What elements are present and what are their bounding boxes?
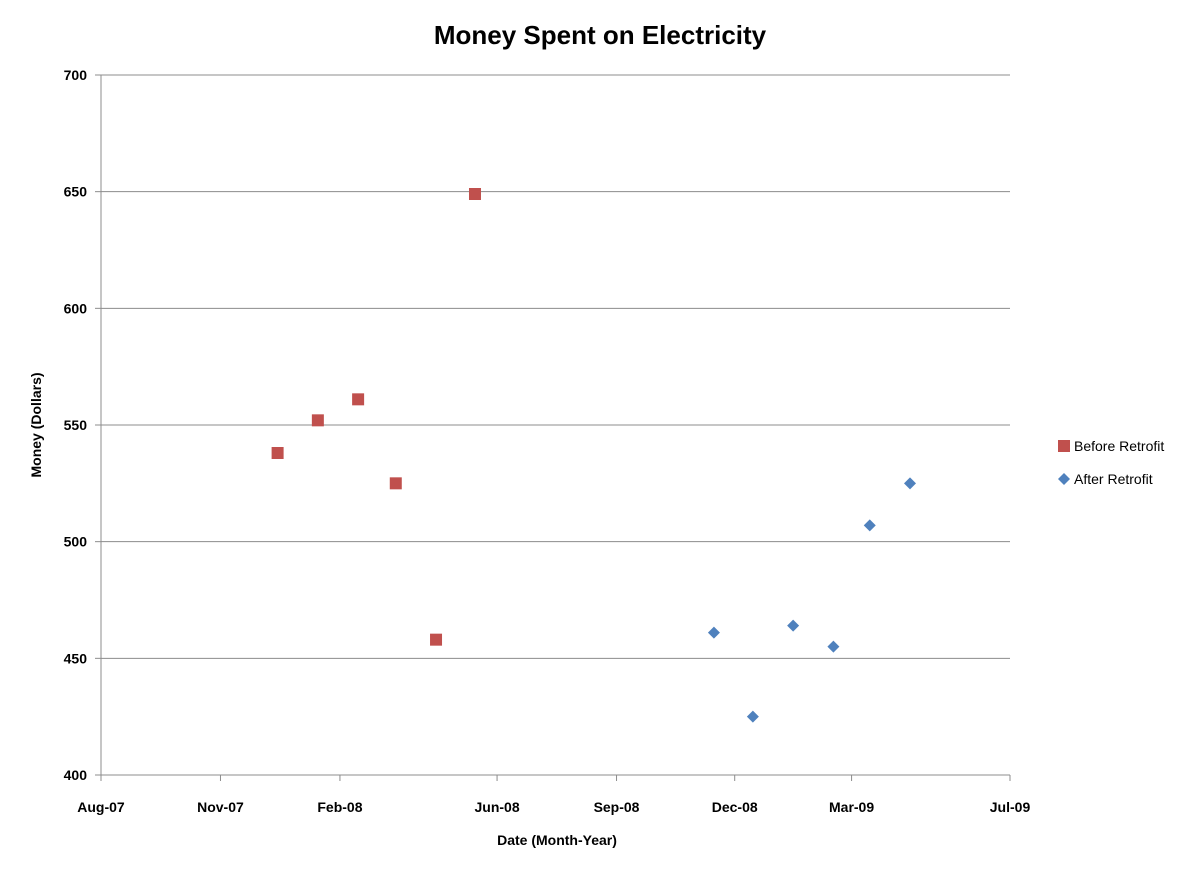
x-tick-label: Jun-08: [475, 799, 520, 815]
y-tick-label: 600: [64, 300, 88, 316]
axes: [95, 74, 1011, 781]
x-tick-label: Dec-08: [712, 799, 758, 815]
gridlines: [101, 74, 1010, 659]
after-retrofit-point: [827, 640, 840, 653]
legend-label: Before Retrofit: [1074, 438, 1164, 454]
y-tick-label: 700: [64, 67, 88, 83]
y-tick-label: 400: [64, 767, 88, 783]
before-retrofit-point: [311, 414, 324, 427]
after-retrofit-point: [787, 619, 800, 632]
x-tick-label: Sep-08: [594, 799, 640, 815]
x-tick-label: Aug-07: [77, 799, 125, 815]
legend-square-marker: [1058, 440, 1070, 452]
data-points: [271, 188, 917, 723]
x-tick-label: Mar-09: [829, 799, 874, 815]
y-axis-ticks: 400 450 500 550 600 650 700: [64, 67, 88, 783]
x-tick-label: Nov-07: [197, 799, 244, 815]
x-axis-label: Date (Month-Year): [497, 832, 617, 848]
before-retrofit-point: [430, 633, 443, 646]
x-tick-label: Jul-09: [990, 799, 1031, 815]
before-retrofit-point: [389, 477, 402, 490]
before-retrofit-point: [352, 393, 365, 406]
y-tick-label: 500: [64, 534, 88, 550]
before-retrofit-point: [271, 447, 284, 459]
chart-title: Money Spent on Electricity: [434, 20, 767, 50]
y-tick-label: 650: [64, 184, 88, 200]
after-retrofit-point: [746, 710, 759, 723]
y-axis-label: Money (Dollars): [28, 372, 44, 477]
y-tick-label: 550: [64, 417, 88, 433]
legend-diamond-marker: [1058, 473, 1070, 485]
y-tick-label: 450: [64, 650, 88, 666]
legend-label: After Retrofit: [1074, 471, 1153, 487]
x-tick-label: Feb-08: [317, 799, 362, 815]
after-retrofit-point: [707, 626, 720, 639]
legend[interactable]: Before Retrofit After Retrofit: [1058, 438, 1164, 487]
after-retrofit-point: [904, 477, 917, 490]
x-axis-ticks: Aug-07 Nov-07 Feb-08 Jun-08 Sep-08 Dec-08 Mar-…: [77, 799, 1030, 815]
before-retrofit-point: [468, 188, 481, 200]
legend-item[interactable]: Before Retrofit: [1058, 438, 1164, 454]
legend-item[interactable]: After Retrofit: [1058, 471, 1153, 487]
after-retrofit-point: [863, 519, 876, 532]
